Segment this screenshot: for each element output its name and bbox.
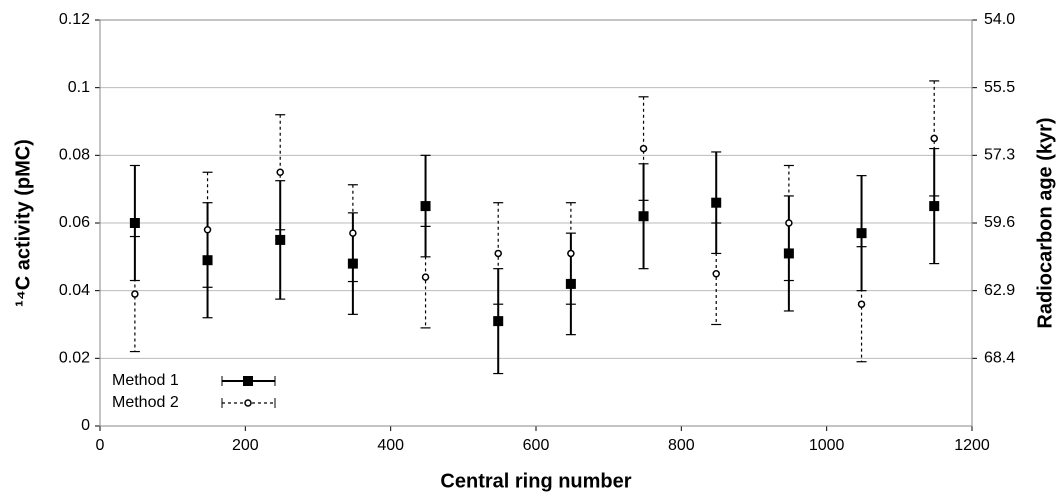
y2-tick-label: 59.6 — [984, 214, 1015, 231]
marker — [639, 144, 648, 153]
y-axis-title: ¹⁴C activity (pMC) — [12, 139, 34, 307]
y2-tick-label: 55.5 — [984, 79, 1015, 96]
y-tick-label: 0.1 — [68, 79, 90, 96]
y2-axis-title: Radiocarbon age (kyr) — [1034, 117, 1056, 328]
y-tick-label: 0.02 — [59, 350, 90, 367]
marker — [711, 197, 722, 208]
marker — [638, 211, 649, 222]
marker — [421, 273, 430, 281]
x-tick-label: 600 — [523, 437, 550, 454]
marker — [420, 201, 431, 212]
marker — [565, 278, 576, 289]
x-axis-title: Central ring number — [440, 470, 631, 492]
marker — [244, 399, 252, 407]
marker — [929, 201, 940, 212]
marker — [930, 134, 938, 143]
plot-frame — [99, 19, 973, 427]
marker — [856, 228, 867, 239]
x-tick-label: 0 — [96, 437, 105, 454]
y-tick-label: 0.04 — [59, 282, 90, 299]
y2-tick-label: 54.0 — [984, 11, 1015, 28]
marker — [567, 249, 575, 258]
marker — [275, 234, 286, 245]
x-tick-label: 1200 — [954, 437, 990, 454]
marker — [129, 218, 140, 228]
marker — [276, 168, 284, 176]
x-tick-label: 800 — [668, 437, 695, 454]
x-tick-label: 400 — [377, 437, 404, 454]
y-tick-label: 0.08 — [59, 147, 90, 164]
marker — [203, 226, 212, 234]
marker — [243, 376, 253, 386]
marker — [712, 270, 720, 278]
y2-tick-label: 62.9 — [984, 282, 1015, 299]
marker — [494, 249, 502, 258]
legend-label: Method 1 — [112, 372, 179, 389]
marker — [349, 229, 357, 237]
x-tick-label: 1000 — [809, 437, 845, 454]
legend-label: Method 2 — [112, 394, 179, 411]
marker — [131, 290, 139, 298]
y-tick-label: 0.06 — [59, 214, 90, 231]
marker — [857, 300, 866, 308]
marker — [783, 248, 794, 259]
y2-tick-label: 57.3 — [984, 147, 1015, 164]
y2-tick-label: 68.4 — [984, 350, 1015, 367]
marker — [202, 255, 213, 266]
x-tick-label: 200 — [232, 437, 259, 454]
y-tick-label: 0.12 — [59, 11, 90, 28]
y-tick-label: 0 — [81, 417, 90, 434]
marker — [785, 219, 793, 227]
marker — [493, 316, 504, 327]
